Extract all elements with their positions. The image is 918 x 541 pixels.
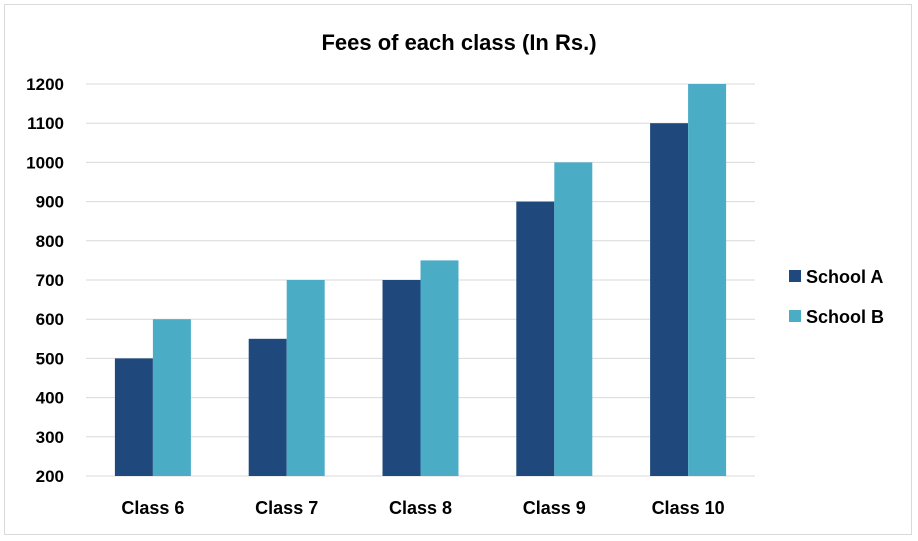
y-tick-label: 1200 bbox=[26, 75, 64, 94]
x-tick-label: Class 10 bbox=[652, 498, 725, 518]
x-tick-label: Class 9 bbox=[523, 498, 586, 518]
y-tick-label: 400 bbox=[36, 389, 64, 408]
y-tick-label: 1000 bbox=[26, 153, 64, 172]
bar-school-a bbox=[516, 201, 555, 476]
chart-title: Fees of each class (In Rs.) bbox=[321, 30, 596, 55]
bars bbox=[114, 84, 727, 476]
y-tick-label: 700 bbox=[36, 271, 64, 290]
bar-school-b bbox=[688, 84, 727, 476]
bar-school-a bbox=[248, 338, 287, 476]
legend-swatch bbox=[789, 310, 801, 322]
y-tick-label: 1100 bbox=[27, 114, 64, 133]
y-tick-label: 200 bbox=[36, 467, 64, 486]
legend-swatch bbox=[789, 270, 801, 282]
gridlines bbox=[86, 83, 755, 477]
bar-school-a bbox=[114, 358, 153, 476]
y-tick-label: 800 bbox=[36, 232, 64, 251]
bar-school-b bbox=[286, 280, 325, 476]
bar-school-b bbox=[554, 162, 593, 476]
x-axis-ticks: Class 6 Class 7 Class 8 Class 9 Class 10 bbox=[121, 498, 724, 518]
legend-label: School B bbox=[806, 307, 884, 327]
y-tick-label: 300 bbox=[36, 428, 64, 447]
legend: School A School B bbox=[789, 267, 884, 327]
bar-school-b bbox=[420, 260, 459, 476]
x-tick-label: Class 6 bbox=[121, 498, 184, 518]
y-tick-label: 600 bbox=[36, 310, 64, 329]
y-axis-ticks: 200 300 400 500 600 700 800 900 1000 1100 1200 bbox=[26, 75, 64, 486]
x-tick-label: Class 8 bbox=[389, 498, 452, 518]
bar-school-b bbox=[152, 319, 191, 476]
legend-label: School A bbox=[806, 267, 883, 287]
y-tick-label: 500 bbox=[36, 349, 64, 368]
bar-school-a bbox=[650, 123, 689, 476]
y-tick-label: 900 bbox=[36, 193, 64, 212]
x-tick-label: Class 7 bbox=[255, 498, 318, 518]
bar-school-a bbox=[382, 280, 421, 476]
